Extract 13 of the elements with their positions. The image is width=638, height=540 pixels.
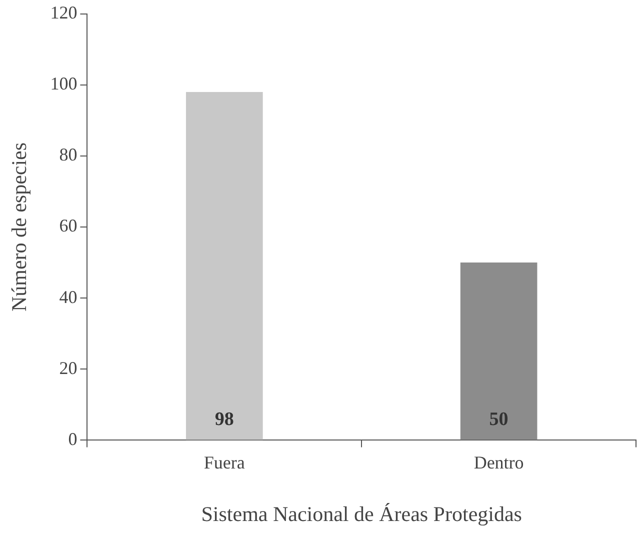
data-label: 50 (489, 409, 508, 430)
data-label: 98 (214, 409, 234, 430)
y-tick-label: 120 (50, 2, 78, 23)
y-tick-label: 40 (59, 286, 78, 307)
y-tick-label: 0 (68, 428, 78, 449)
y-tick-label: 80 (59, 144, 78, 165)
x-tick-label: Dentro (474, 452, 524, 473)
y-tick-label: 100 (50, 74, 78, 94)
y-tick-label: 20 (59, 358, 78, 378)
x-axis-title: Sistema Nacional de Áreas Protegidas (201, 502, 522, 526)
x-tick-label: Fuera (204, 452, 245, 473)
y-axis-title: Número de especies (7, 142, 32, 312)
y-tick-label: 60 (59, 216, 78, 236)
